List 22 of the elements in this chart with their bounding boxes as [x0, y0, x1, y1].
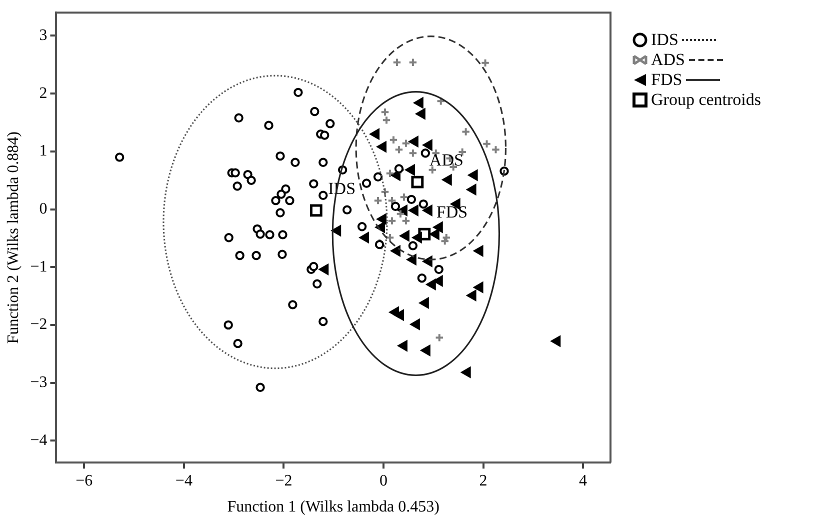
y-tick-label: 0	[39, 200, 48, 218]
y-tick-label: 2	[39, 84, 48, 102]
x-tick-label: 4	[579, 472, 588, 490]
y-tick-label: −4	[30, 432, 48, 449]
legend-label: ADS	[651, 50, 686, 70]
y-tick-label: −2	[30, 316, 48, 334]
x-tick-label: −6	[76, 472, 93, 490]
x-tick-label: −2	[275, 472, 292, 490]
y-tick-label: 1	[39, 142, 48, 160]
legend-label: IDS	[651, 30, 678, 50]
legend-label: FDS	[651, 70, 682, 90]
y-tick-label: −1	[30, 258, 48, 276]
y-tick-label: −3	[30, 374, 48, 391]
y-axis-title: Function 2 (Wilks lambda 0.884)	[4, 131, 22, 344]
x-tick-label: 2	[479, 472, 488, 490]
x-tick-label: −4	[175, 472, 192, 490]
legend-label: Group centroids	[651, 90, 762, 110]
y-tick-label: 3	[39, 26, 48, 44]
annotation: FDS	[436, 202, 468, 222]
annotation: ADS	[429, 150, 464, 170]
x-tick-label: 0	[380, 472, 388, 490]
x-axis-title: Function 1 (Wilks lambda 0.453)	[227, 498, 440, 516]
